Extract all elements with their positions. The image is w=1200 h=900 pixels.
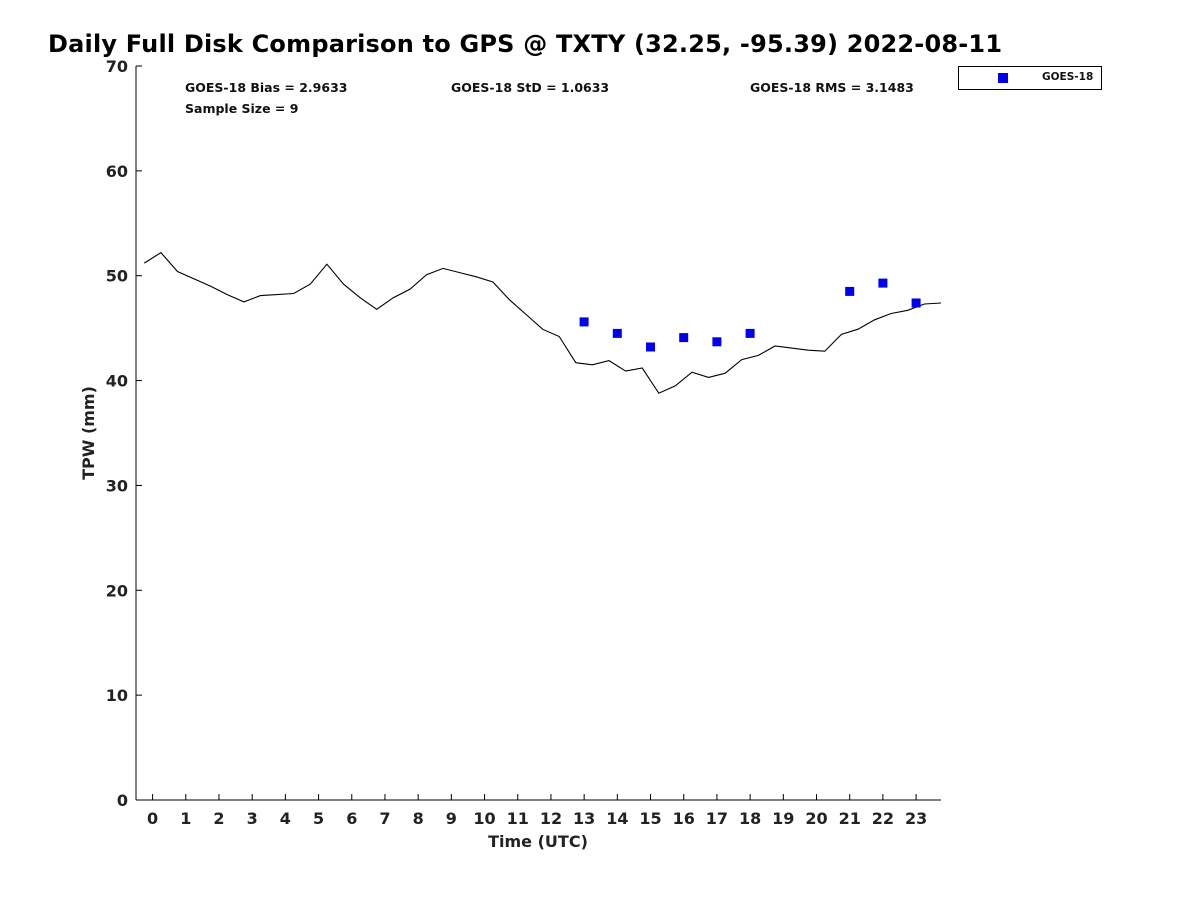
rms-stat: GOES-18 RMS = 3.1483 <box>750 80 914 95</box>
x-axis-label: Time (UTC) <box>488 832 588 851</box>
x-tick-label: 9 <box>446 809 457 828</box>
sample-size-stat: Sample Size = 9 <box>185 101 299 116</box>
chart-title: Daily Full Disk Comparison to GPS @ TXTY… <box>48 30 1003 58</box>
x-tick-label: 19 <box>772 809 794 828</box>
x-tick-label: 14 <box>606 809 628 828</box>
x-tick-label: 12 <box>540 809 562 828</box>
legend: GOES-18 <box>958 66 1102 90</box>
goes18-point <box>911 298 921 308</box>
x-tick-label: 8 <box>413 809 424 828</box>
x-tick-label: 4 <box>280 809 291 828</box>
goes18-point <box>745 328 755 338</box>
x-ticks: 0 1 2 3 4 5 6 7 8 9 10 11 12 13 14 15 16 17 18 19 20 21 22 23 <box>147 794 927 828</box>
x-tick-label: 23 <box>905 809 927 828</box>
x-tick-label: 10 <box>473 809 495 828</box>
y-tick-label: 70 <box>106 57 128 76</box>
x-tick-label: 17 <box>706 809 728 828</box>
x-tick-label: 16 <box>673 809 695 828</box>
x-tick-label: 5 <box>313 809 324 828</box>
x-tick-label: 15 <box>639 809 661 828</box>
x-tick-label: 2 <box>213 809 224 828</box>
x-tick-label: 18 <box>739 809 761 828</box>
x-tick-label: 0 <box>147 809 158 828</box>
y-tick-label: 60 <box>106 162 128 181</box>
series-layer <box>144 251 942 394</box>
y-tick-label: 50 <box>106 267 128 286</box>
y-tick-label: 10 <box>106 686 128 705</box>
y-tick-label: 0 <box>117 791 128 810</box>
goes18-point <box>612 328 622 338</box>
y-ticks: 0 10 20 30 40 50 60 70 <box>106 57 142 810</box>
x-tick-label: 7 <box>379 809 390 828</box>
bias-stat: GOES-18 Bias = 2.9633 <box>185 80 348 95</box>
goes18-point <box>579 317 589 327</box>
x-tick-label: 3 <box>247 809 258 828</box>
goes18-point <box>878 278 888 288</box>
x-tick-label: 21 <box>839 809 861 828</box>
x-tick-label: 20 <box>805 809 827 828</box>
goes18-point <box>646 342 655 352</box>
y-tick-label: 30 <box>106 476 128 495</box>
y-tick-label: 40 <box>106 372 128 391</box>
std-stat: GOES-18 StD = 1.0633 <box>451 80 610 95</box>
y-tick-label: 20 <box>106 581 128 600</box>
x-tick-label: 22 <box>872 809 894 828</box>
legend-goes18-marker <box>998 73 1008 83</box>
legend-goes18-label: GOES-18 <box>1042 71 1094 83</box>
axes <box>135 66 941 801</box>
goes18-point <box>845 286 855 296</box>
x-tick-label: 6 <box>346 809 357 828</box>
y-axis-label: TPW (mm) <box>79 386 98 480</box>
x-tick-label: 1 <box>180 809 191 828</box>
gps-series-line <box>144 251 942 394</box>
goes18-point <box>712 337 722 347</box>
x-tick-label: 11 <box>507 809 529 828</box>
goes18-point <box>679 333 689 343</box>
x-tick-label: 13 <box>573 809 595 828</box>
